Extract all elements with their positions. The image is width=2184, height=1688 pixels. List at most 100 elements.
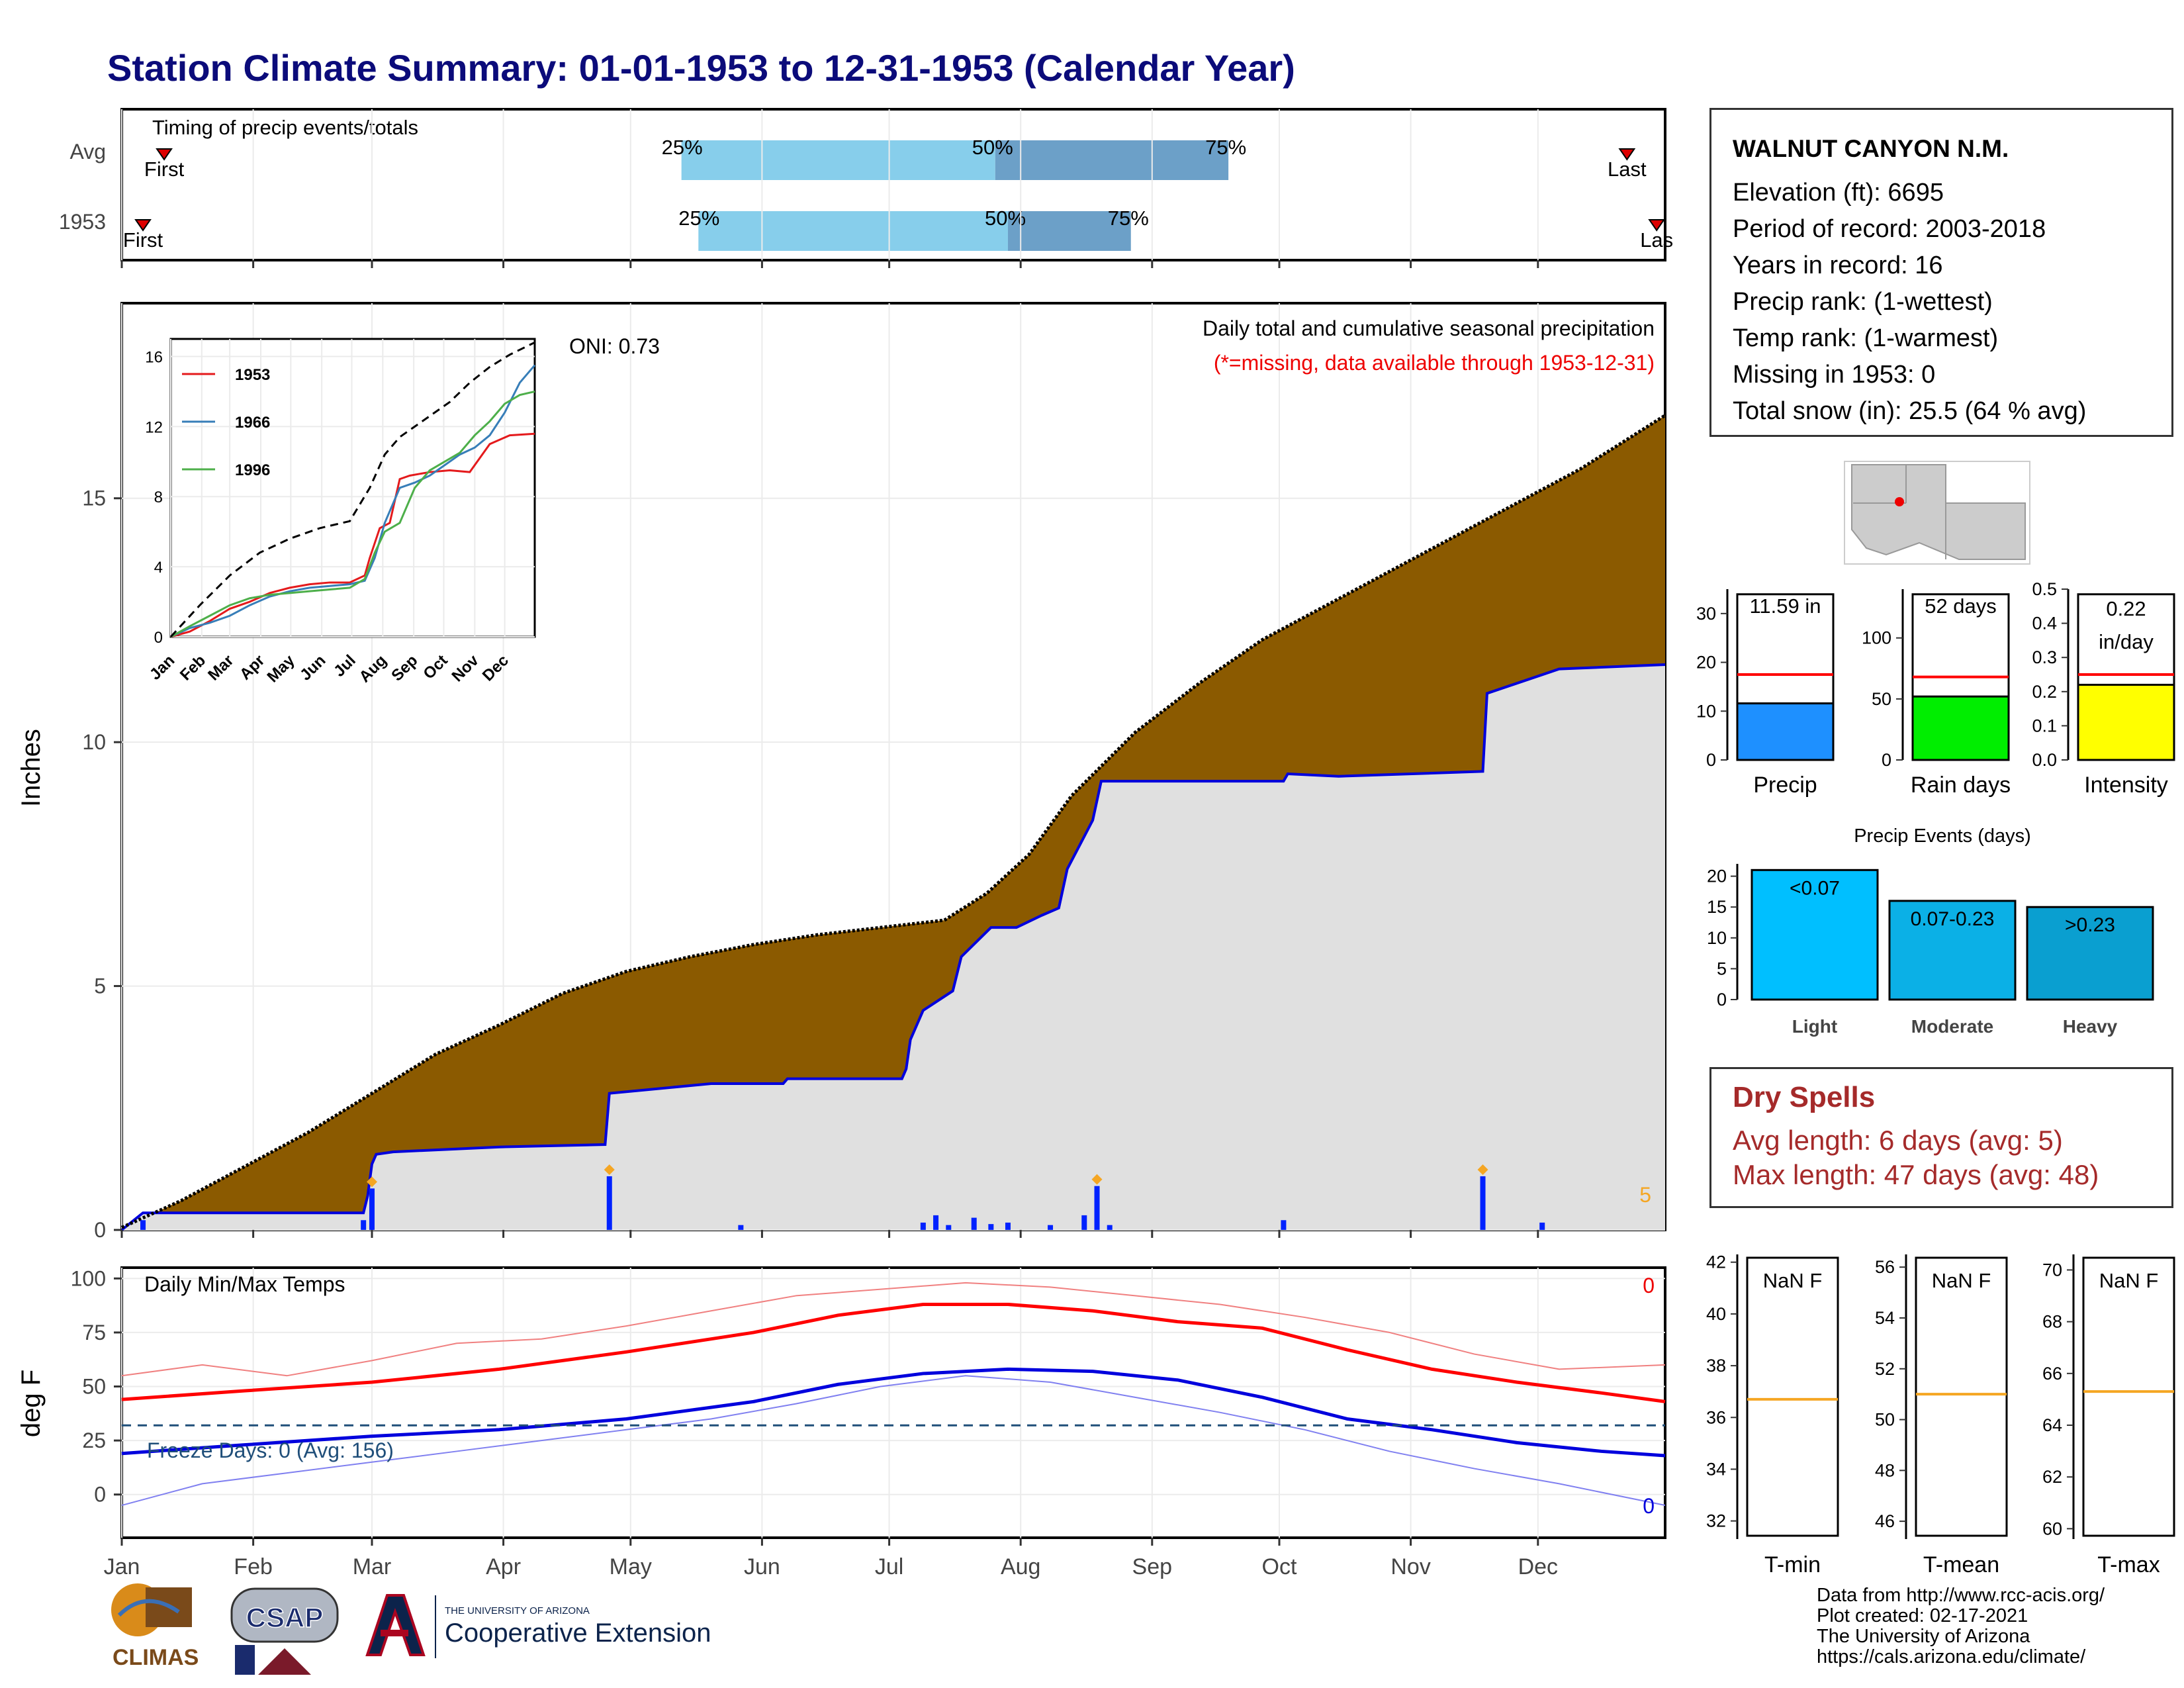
events-bar-label: <0.07 [1790, 877, 1840, 899]
tempbox-name: T-max [2097, 1552, 2160, 1577]
minibar-value-label: 0.22 [2106, 597, 2146, 620]
snow-marker [1091, 1174, 1103, 1185]
events-bar [2026, 906, 2154, 1001]
temp-panel: 0 25 50 75 100 Jan Feb Mar Apr May Jun Jul Aug Sep Oct… [17, 1266, 1666, 1579]
precip-ylabel: Inches [17, 729, 46, 807]
minibar-tick-label: 10 [1696, 701, 1716, 721]
tmin-1953-line [121, 1375, 1666, 1507]
minibar-tick-label: 0.1 [2032, 716, 2057, 735]
minibar-tick-label: 30 [1696, 604, 1716, 624]
state-map [1844, 461, 2030, 565]
month-label: Mar [353, 1554, 392, 1579]
temp-ytick-label: 75 [82, 1321, 106, 1344]
events-tick-label: 0 [1717, 990, 1727, 1009]
inset-legend-label: 1996 [235, 461, 270, 479]
month-label: Nov [1390, 1554, 1430, 1579]
oni-label: ONI: 0.73 [569, 334, 660, 358]
tempbox-tick-label: 48 [1875, 1460, 1895, 1480]
dry-spells-max: Max length: 47 days (avg: 48) [1733, 1159, 2099, 1190]
daily-precip-bar [140, 1220, 146, 1230]
tempbox-frame [1746, 1256, 1839, 1537]
logo-strip: CLIMAS CSAP THE UNIVERSITY OF ARIZONA Co… [111, 1583, 711, 1675]
events-tick-label: 15 [1707, 897, 1727, 917]
month-label: Oct [1262, 1554, 1297, 1579]
station-elevation: Elevation (ft): 6695 [1733, 179, 1944, 207]
timing-label: Timing of precip events/totals [152, 116, 418, 139]
timing-bar-q50-q75 [1007, 211, 1131, 251]
month-label: Aug [1001, 1554, 1041, 1579]
tmax-avg-line [121, 1302, 1666, 1403]
minibar-value-bar [1736, 702, 1835, 761]
inset-ytick-label: 0 [154, 629, 163, 647]
tempbox-name: T-min [1764, 1552, 1821, 1577]
events-title: Precip Events (days) [1854, 825, 2031, 847]
tempbox-tick-label: 68 [2042, 1312, 2062, 1332]
inset-ytick-label: 8 [154, 489, 163, 506]
station-name: WALNUT CANYON N.M. [1733, 135, 2009, 162]
events-tick-label: 20 [1707, 867, 1727, 886]
temp-ylabel: deg F [17, 1370, 46, 1437]
tempbox-tick-label: 52 [1875, 1359, 1895, 1379]
temp-ytick-label: 50 [82, 1375, 106, 1399]
snow-marker [366, 1176, 377, 1188]
precip-missing-note: (*=missing, data available through 1953-… [1214, 351, 1655, 375]
temp-missing-min: 0 [1643, 1494, 1655, 1518]
minibar-tick-label: 0.2 [2032, 682, 2057, 702]
events-category-label: Light [1792, 1016, 1837, 1037]
daily-precip-bar [971, 1217, 977, 1230]
daily-precip-bar [920, 1222, 926, 1230]
tempbox-tick-label: 46 [1875, 1511, 1895, 1531]
events-bar [1751, 868, 1879, 1001]
minibar-name: Rain days [1911, 773, 2011, 798]
minibar-tick-label: 50 [1872, 689, 1891, 709]
daily-precip-bar [738, 1225, 744, 1230]
precip-ytick-label: 15 [82, 487, 106, 510]
csap-logo-text: CSAP [246, 1602, 324, 1633]
month-label: Jun [744, 1554, 780, 1579]
daily-precip-bar [1094, 1186, 1100, 1230]
tempbox-tick-label: 34 [1706, 1459, 1726, 1479]
freeze-days-label: Freeze Days: 0 (Avg: 156) [147, 1438, 394, 1462]
temp-missing-max: 0 [1643, 1274, 1655, 1297]
daily-precip-bar [988, 1224, 994, 1230]
timing-q50-label: 50% [985, 207, 1026, 230]
station-missing: Missing in 1953: 0 [1733, 361, 1936, 389]
minibar-tick-label: 0.3 [2032, 647, 2057, 667]
timing-row-avg-label: Avg [69, 140, 106, 164]
inset-series-line [170, 364, 536, 638]
minibar-tick-label: 0.4 [2032, 614, 2057, 633]
cumulative-1953-line [120, 663, 1666, 1231]
station-snow: Total snow (in): 25.5 (64 % avg) [1733, 397, 2087, 425]
events-category-label: Heavy [2063, 1016, 2118, 1037]
minibar-tick-label: 20 [1696, 653, 1716, 673]
inset-legend-label: 1966 [235, 414, 270, 432]
daily-precip-bar [946, 1225, 952, 1230]
tempbox-tick-label: 54 [1875, 1308, 1895, 1328]
ua-line1: THE UNIVERSITY OF ARIZONA [445, 1605, 590, 1617]
tempbox-tick-label: 32 [1706, 1511, 1726, 1531]
events-category-label: Moderate [1911, 1016, 1993, 1037]
daily-precip-bar [1539, 1222, 1545, 1230]
snow-marker [604, 1164, 615, 1175]
avg-cumulative-line [120, 414, 1666, 1229]
tempbox-value: NaN F [2099, 1269, 2159, 1292]
minibar-value-bar [1911, 695, 2010, 761]
minibar-value-label: in/day [2099, 630, 2154, 653]
daily-precip-bar [1107, 1225, 1113, 1230]
minibar-tick-label: 0 [1706, 750, 1716, 770]
month-label: Jan [104, 1554, 140, 1579]
timing-last-label: Last [1608, 158, 1647, 181]
daily-precip-bar [1005, 1222, 1011, 1230]
temp-ytick-label: 0 [94, 1483, 106, 1507]
month-label: Feb [234, 1554, 273, 1579]
minibar-value-bar [2077, 683, 2175, 761]
timing-last-label: Las [1640, 228, 1673, 252]
cumulative-1953-area [122, 665, 1665, 1230]
tempbox-tick-label: 66 [2042, 1364, 2062, 1383]
inset-ytick-label: 16 [145, 348, 163, 366]
events-tick-label: 5 [1717, 959, 1727, 978]
daily-precip-bar [933, 1215, 939, 1230]
inset-ytick-label: 4 [154, 559, 163, 577]
tempbox-tick-label: 56 [1875, 1257, 1895, 1277]
tempbox-tick-label: 60 [2042, 1519, 2062, 1538]
